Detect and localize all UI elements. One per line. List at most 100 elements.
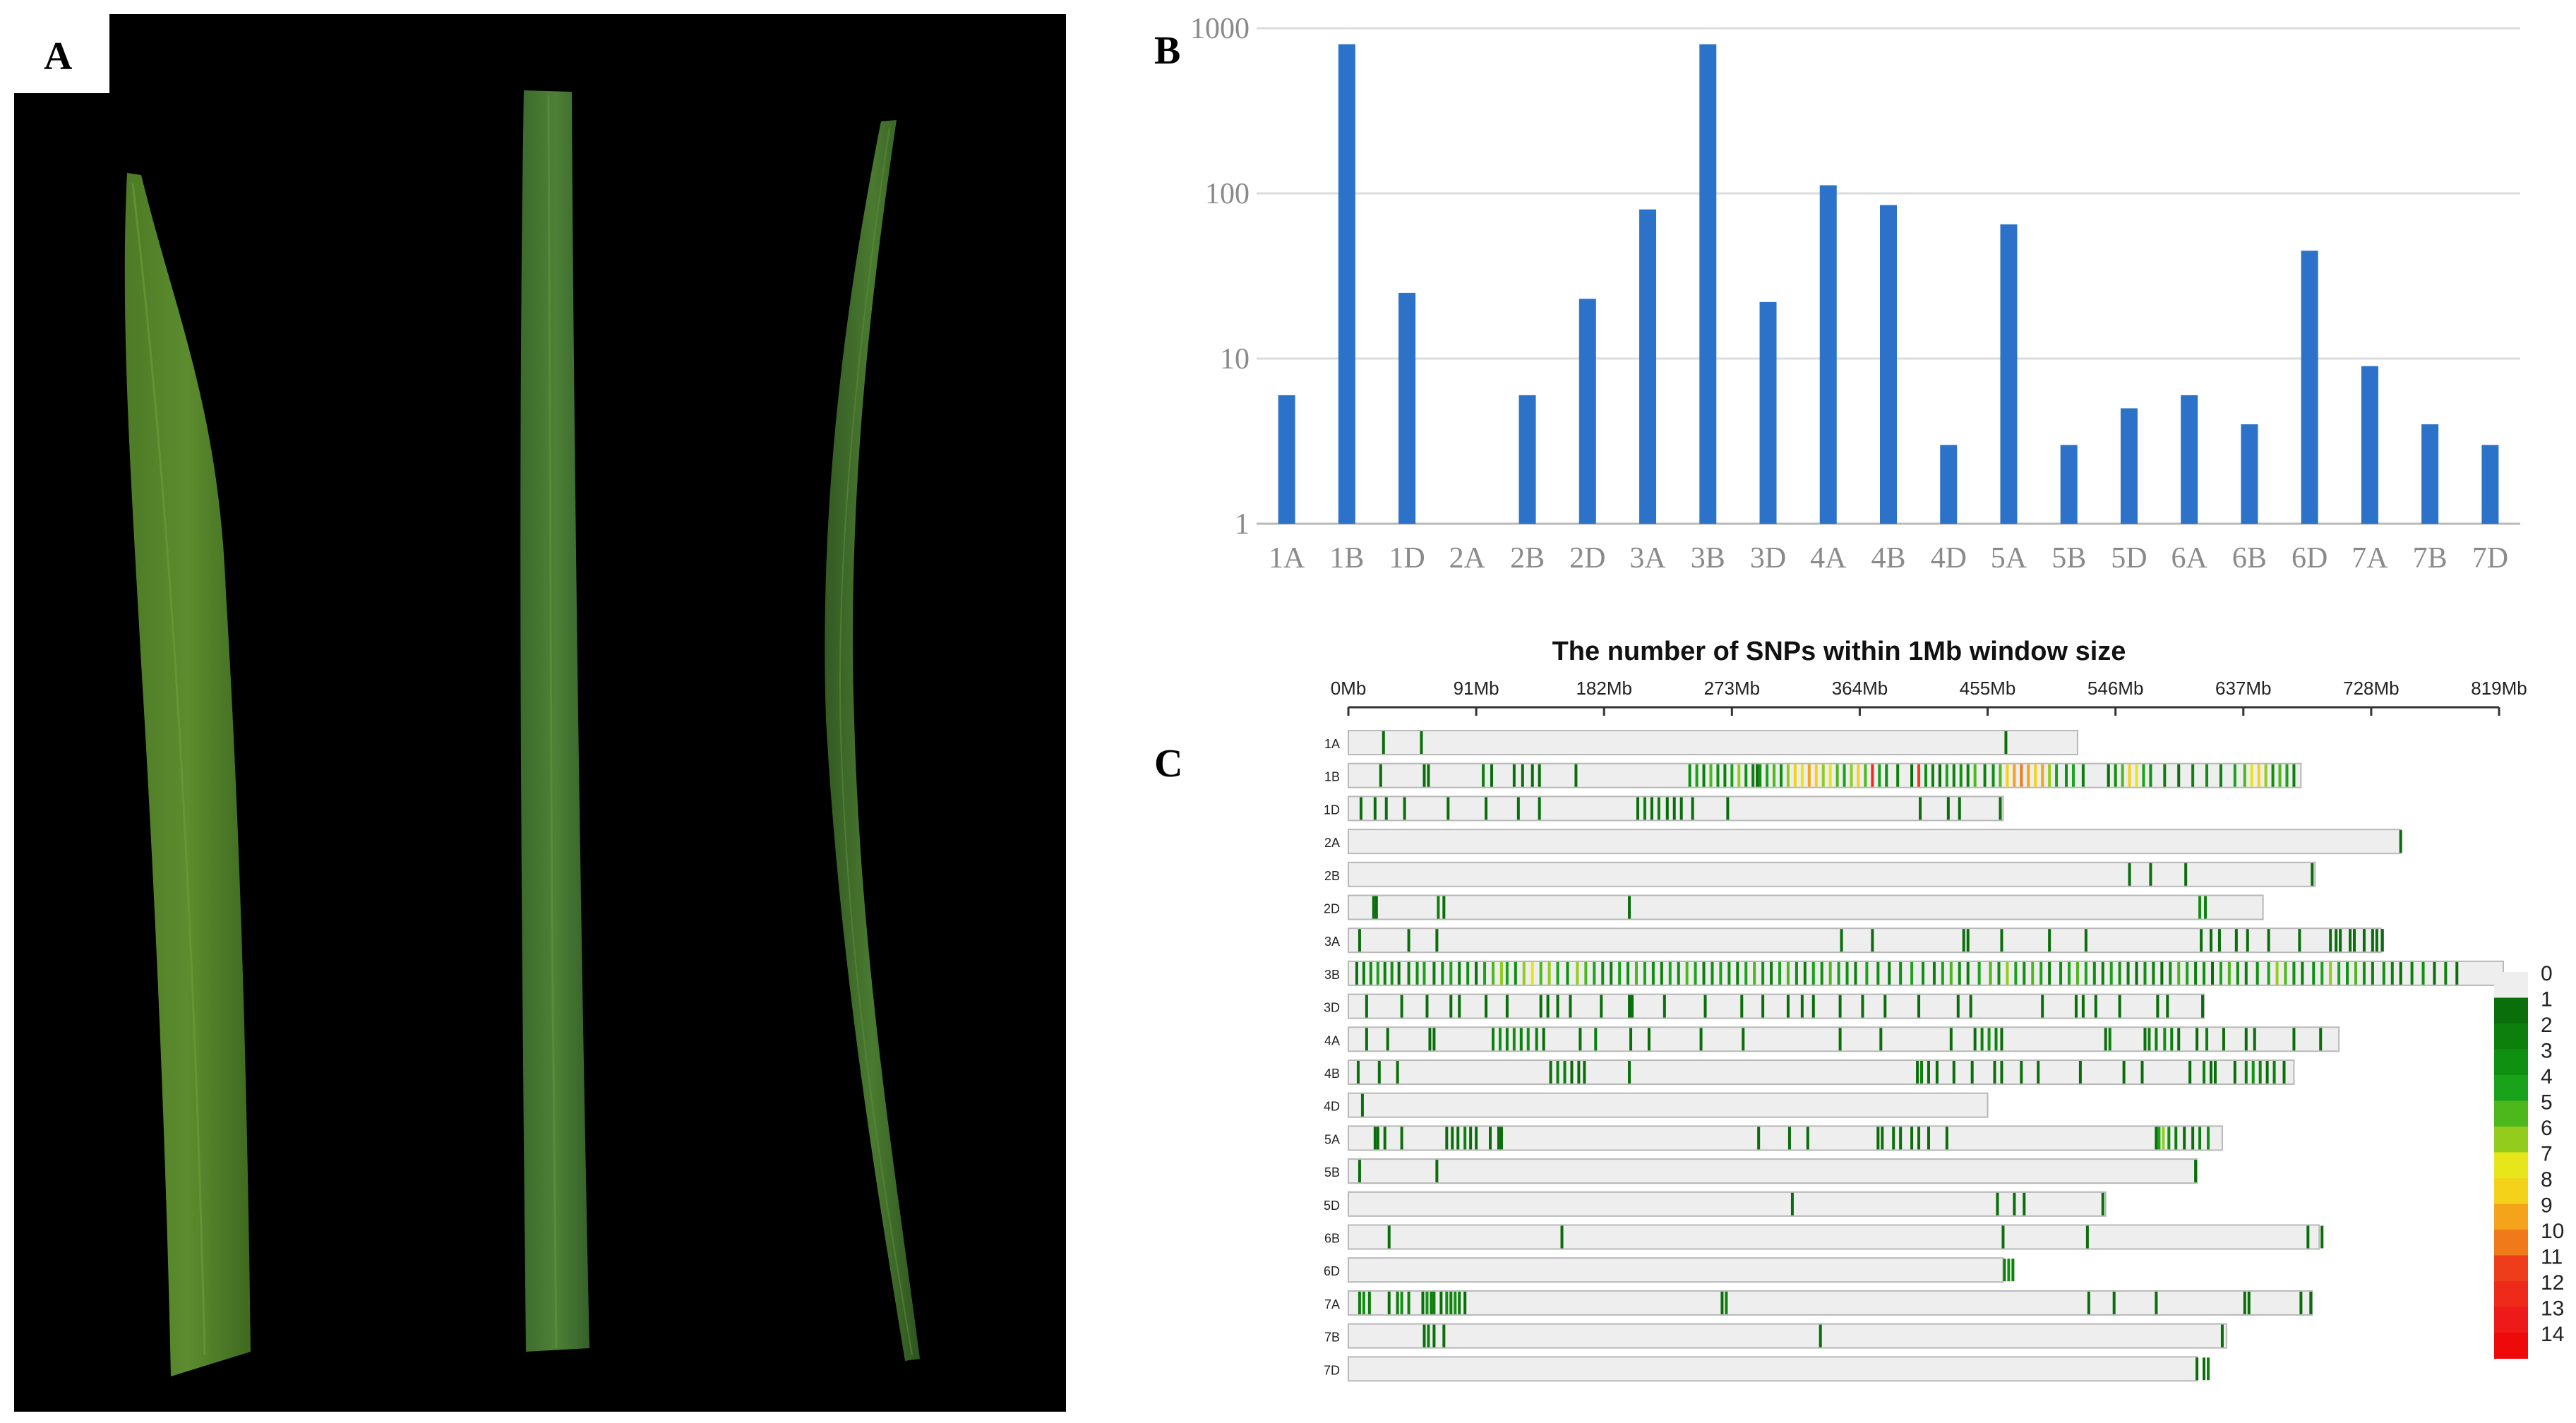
snp-window [1422,764,1426,787]
chromosome-row-4D: 4D [1324,1092,1989,1118]
chromosome-row-6D: 6D [1324,1257,2015,1283]
snp-window [2455,961,2459,985]
legend-swatch-5 [2494,1100,2528,1127]
snp-window [1427,764,1430,787]
bar-1A [1278,395,1295,524]
panel-b-label: B [1154,29,1181,73]
x-tick-label: 728Mb [2343,678,2400,699]
snp-window [1892,1127,1895,1150]
snp-window [1756,764,1759,787]
snp-window [1651,961,1655,985]
snp-window [2152,961,2155,985]
snp-window [1415,961,1419,985]
x-tick-label-6A: 6A [2171,542,2208,575]
legend-label-12: 12 [2541,1271,2564,1295]
chromosome-label: 6D [1324,1264,1340,1278]
snp-window [2339,929,2342,952]
snp-window [2149,764,2152,787]
snp-window [2191,764,2195,787]
snp-window [1899,961,1903,985]
snp-window [2292,961,2296,985]
snp-window [1437,896,1440,919]
legend-label-7: 7 [2541,1143,2553,1166]
snp-window [1993,1061,1996,1083]
snp-window [2298,929,2301,952]
snp-window [1542,1028,1545,1051]
snp-window [1538,797,1541,820]
chromosome-label: 7B [1324,1331,1340,1345]
chromosome-label: 5A [1324,1132,1340,1146]
chromosome-label: 2B [1324,869,1340,883]
snp-window [1650,797,1653,820]
snp-window [2000,929,2003,952]
legend-label-14: 14 [2541,1323,2564,1346]
snp-window [1355,961,1358,985]
snp-window [1400,1291,1403,1314]
x-tick-label-1B: 1B [1329,542,1364,575]
snp-window [1569,995,1572,1018]
snp-window [1720,1291,1724,1314]
bar-4D [1940,445,1958,524]
snp-window [2264,764,2268,787]
x-tick-label-5A: 5A [1991,542,2027,575]
snp-window [1751,764,1755,787]
snp-window [2191,1127,2195,1150]
chromosome-label: 1A [1324,737,1340,751]
snp-window [2142,764,2145,787]
snp-window [1407,961,1410,985]
snp-window [1727,961,1731,985]
chromosome-row-5D: 5D [1324,1191,2107,1217]
snp-window [1843,764,1846,787]
bar-3A [1639,209,1657,524]
x-tick-label-6D: 6D [2292,542,2328,575]
chromosome-row-1A: 1A [1324,730,2078,755]
snp-window [1878,764,1881,787]
snp-window [2177,1028,2181,1051]
snp-window [2135,961,2138,985]
legend-label-3: 3 [2541,1040,2553,1063]
snp-window [1973,1028,1977,1051]
snp-window [1445,1291,1449,1314]
snp-window [2006,961,2009,985]
snp-window [2157,1127,2161,1150]
snp-window [2126,961,2130,985]
snp-window [1999,764,2002,787]
bar-chart-bars [1278,44,2499,524]
snp-window [1828,961,1832,985]
snp-window [1800,764,1804,787]
snp-window [2329,961,2332,985]
snp-window [1530,764,1534,787]
snp-window [2265,1061,2269,1083]
chromosome-row-4B: 4B [1324,1059,2295,1085]
legend-swatch-7 [2494,1152,2528,1179]
legend-label-4: 4 [2541,1065,2553,1088]
heatmap-title: The number of SNPs within 1Mb window siz… [1552,637,2126,666]
snp-window [1610,961,1613,985]
snp-window [2023,961,2026,985]
snp-window [2354,961,2358,985]
snp-window [1466,961,1470,985]
x-tick-label: 273Mb [1704,678,1761,699]
snp-window [2444,961,2448,985]
snp-window [2147,1028,2151,1051]
y-tick-label: 1 [1235,508,1250,541]
snp-window [1787,1127,1791,1150]
snp-window [1716,764,1720,787]
leaf-right [825,120,920,1361]
snp-window [2198,896,2202,919]
snp-window [1400,995,1403,1018]
snp-window [1819,1324,1822,1347]
snp-window [1538,764,1541,787]
snp-window [2382,961,2385,985]
snp-window [1949,1028,1953,1051]
x-tick-label-6B: 6B [2232,542,2267,575]
chromosome-label: 6B [1324,1232,1340,1246]
snp-window [1820,961,1823,985]
snp-window [1865,961,1869,985]
chromosome-bar [1348,1158,2198,1184]
snp-window [1359,797,1362,820]
bar-1D [1398,292,1416,524]
snp-window [1956,995,1960,1018]
snp-window [1702,961,1706,985]
